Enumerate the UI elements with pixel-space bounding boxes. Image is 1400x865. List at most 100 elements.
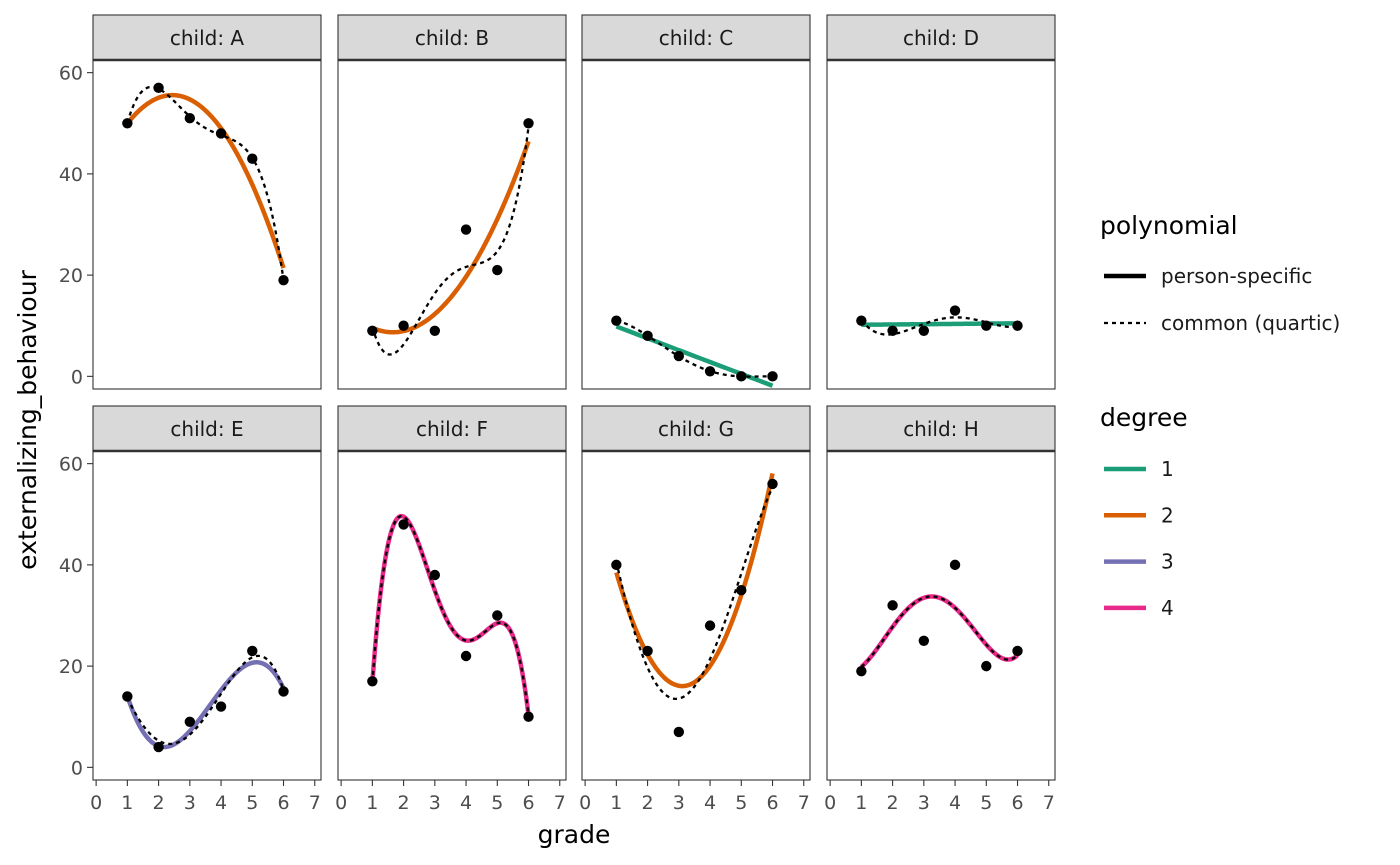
- panel-border-child-c: [581, 59, 811, 390]
- y-tick-label: 60: [59, 454, 83, 476]
- data-point-child-b: [398, 320, 409, 331]
- x-tick-label: 0: [579, 792, 591, 814]
- legend-label-degree-3: 3: [1161, 550, 1174, 574]
- x-tick-label: 1: [366, 792, 378, 814]
- data-point-child-c: [611, 315, 622, 326]
- data-point-child-d: [887, 325, 898, 336]
- x-tick-label: 2: [887, 792, 899, 814]
- data-point-child-b: [460, 224, 472, 235]
- panel-border-child-e: [92, 450, 322, 781]
- y-tick-label: 40: [59, 164, 83, 186]
- x-tick-label: 6: [766, 792, 778, 814]
- y-tick-label: 60: [59, 63, 83, 85]
- panel-border-child-b: [337, 59, 567, 390]
- y-tick-label: 40: [59, 555, 83, 577]
- facet-strip-label-child-g: child: G: [658, 417, 734, 441]
- y-tick-label: 0: [71, 366, 83, 388]
- data-point-child-g: [736, 584, 747, 596]
- common-quartic-fit-child-g: [615, 486, 774, 701]
- data-point-child-d: [856, 315, 867, 326]
- x-tick-label: 5: [246, 792, 258, 814]
- x-tick-label: 7: [554, 792, 566, 814]
- legend-degree-items: 1 2 3 4: [1104, 457, 1174, 620]
- data-point-child-f: [523, 711, 534, 722]
- facet-strip-label-child-h: child: H: [903, 417, 979, 441]
- x-tick-label: 4: [704, 792, 716, 814]
- data-point-child-b: [523, 118, 534, 129]
- facet-strip-label-child-b: child: B: [415, 26, 489, 50]
- panel-border-child-f: [337, 450, 567, 781]
- data-point-child-b: [367, 325, 378, 336]
- facet-strip-child-b: [337, 14, 567, 61]
- common-quartic-fit-child-c: [616, 319, 773, 378]
- data-point-child-e: [215, 701, 227, 712]
- data-point-child-e: [184, 716, 196, 727]
- data-point-child-h: [887, 600, 898, 611]
- data-point-child-h: [981, 660, 992, 672]
- panel-child-g: child: G 0 1 2 3 4 5 6 7: [579, 405, 811, 814]
- person-specific-fit-child-b: [371, 140, 531, 335]
- x-tick-label: 1: [610, 792, 622, 814]
- data-point-child-h: [856, 665, 867, 677]
- x-tick-label: 4: [460, 792, 472, 814]
- facet-strip-child-c: [581, 14, 811, 61]
- data-point-child-c: [642, 330, 653, 342]
- panel-child-h: child: H 0 1 2 3 4 5 6 7: [824, 405, 1056, 814]
- data-point-child-e: [247, 645, 258, 657]
- data-point-child-c: [673, 350, 685, 362]
- facet-strip-child-f: [337, 405, 567, 452]
- person-specific-fit-child-a: [125, 92, 286, 269]
- data-point-child-d: [1012, 320, 1023, 331]
- x-tick-label: 7: [309, 792, 321, 814]
- data-point-child-h: [1012, 645, 1023, 657]
- data-point-child-c: [704, 366, 716, 377]
- legend-label-degree-1: 1: [1161, 457, 1174, 481]
- panel-child-f: child: F 0 1 2 3 4 5 6 7: [335, 405, 567, 814]
- x-tick-label: 1: [121, 792, 133, 814]
- x-tick-label: 2: [153, 792, 165, 814]
- x-tick-label: 1: [855, 792, 867, 814]
- legend-label-degree-4: 4: [1161, 596, 1174, 620]
- panel-child-a: child: A 0 20 40 60: [59, 14, 322, 390]
- data-point-child-g: [673, 726, 685, 738]
- data-point-child-e: [153, 741, 164, 753]
- x-tick-label: 2: [642, 792, 654, 814]
- data-point-child-h: [918, 635, 930, 647]
- data-point-child-a: [184, 113, 196, 124]
- x-tick-label: 5: [491, 792, 503, 814]
- legend-label-person-specific: person-specific: [1161, 264, 1312, 288]
- legend-label-common-quartic: common (quartic): [1161, 311, 1340, 335]
- facet-strip-child-d: [826, 14, 1056, 61]
- y-tick-label: 0: [71, 757, 83, 779]
- data-point-child-b: [429, 325, 441, 336]
- data-point-child-c: [767, 371, 778, 382]
- data-point-child-g: [767, 478, 778, 490]
- y-axis-title: externalizing_behaviour: [13, 269, 42, 569]
- panel-child-c: child: C: [581, 14, 811, 390]
- x-tick-label: 4: [949, 792, 961, 814]
- data-point-child-f: [460, 650, 472, 662]
- panel-child-d: child: D: [826, 14, 1056, 390]
- facet-strip-label-child-c: child: C: [659, 26, 734, 50]
- facet-strip-label-child-f: child: F: [416, 417, 488, 441]
- x-tick-label: 5: [735, 792, 747, 814]
- person-specific-fit-child-e: [125, 660, 286, 750]
- legend-polynomial: polynomial person-specific common (quart…: [1100, 211, 1340, 335]
- data-point-child-a: [278, 274, 289, 286]
- x-tick-label: 7: [1043, 792, 1055, 814]
- person-specific-fit-child-d: [861, 321, 1018, 328]
- data-point-child-f: [492, 610, 503, 621]
- person-specific-fit-child-c: [615, 324, 774, 388]
- data-point-child-a: [122, 118, 133, 129]
- data-point-child-g: [611, 559, 622, 571]
- x-tick-label: 6: [522, 792, 534, 814]
- data-point-child-d: [949, 305, 961, 316]
- data-point-child-f: [367, 676, 378, 687]
- facet-strip-label-child-e: child: E: [170, 417, 243, 441]
- data-point-child-g: [704, 620, 716, 631]
- data-point-child-d: [981, 320, 992, 331]
- person-specific-fit-child-g: [614, 472, 775, 689]
- data-point-child-g: [642, 645, 653, 657]
